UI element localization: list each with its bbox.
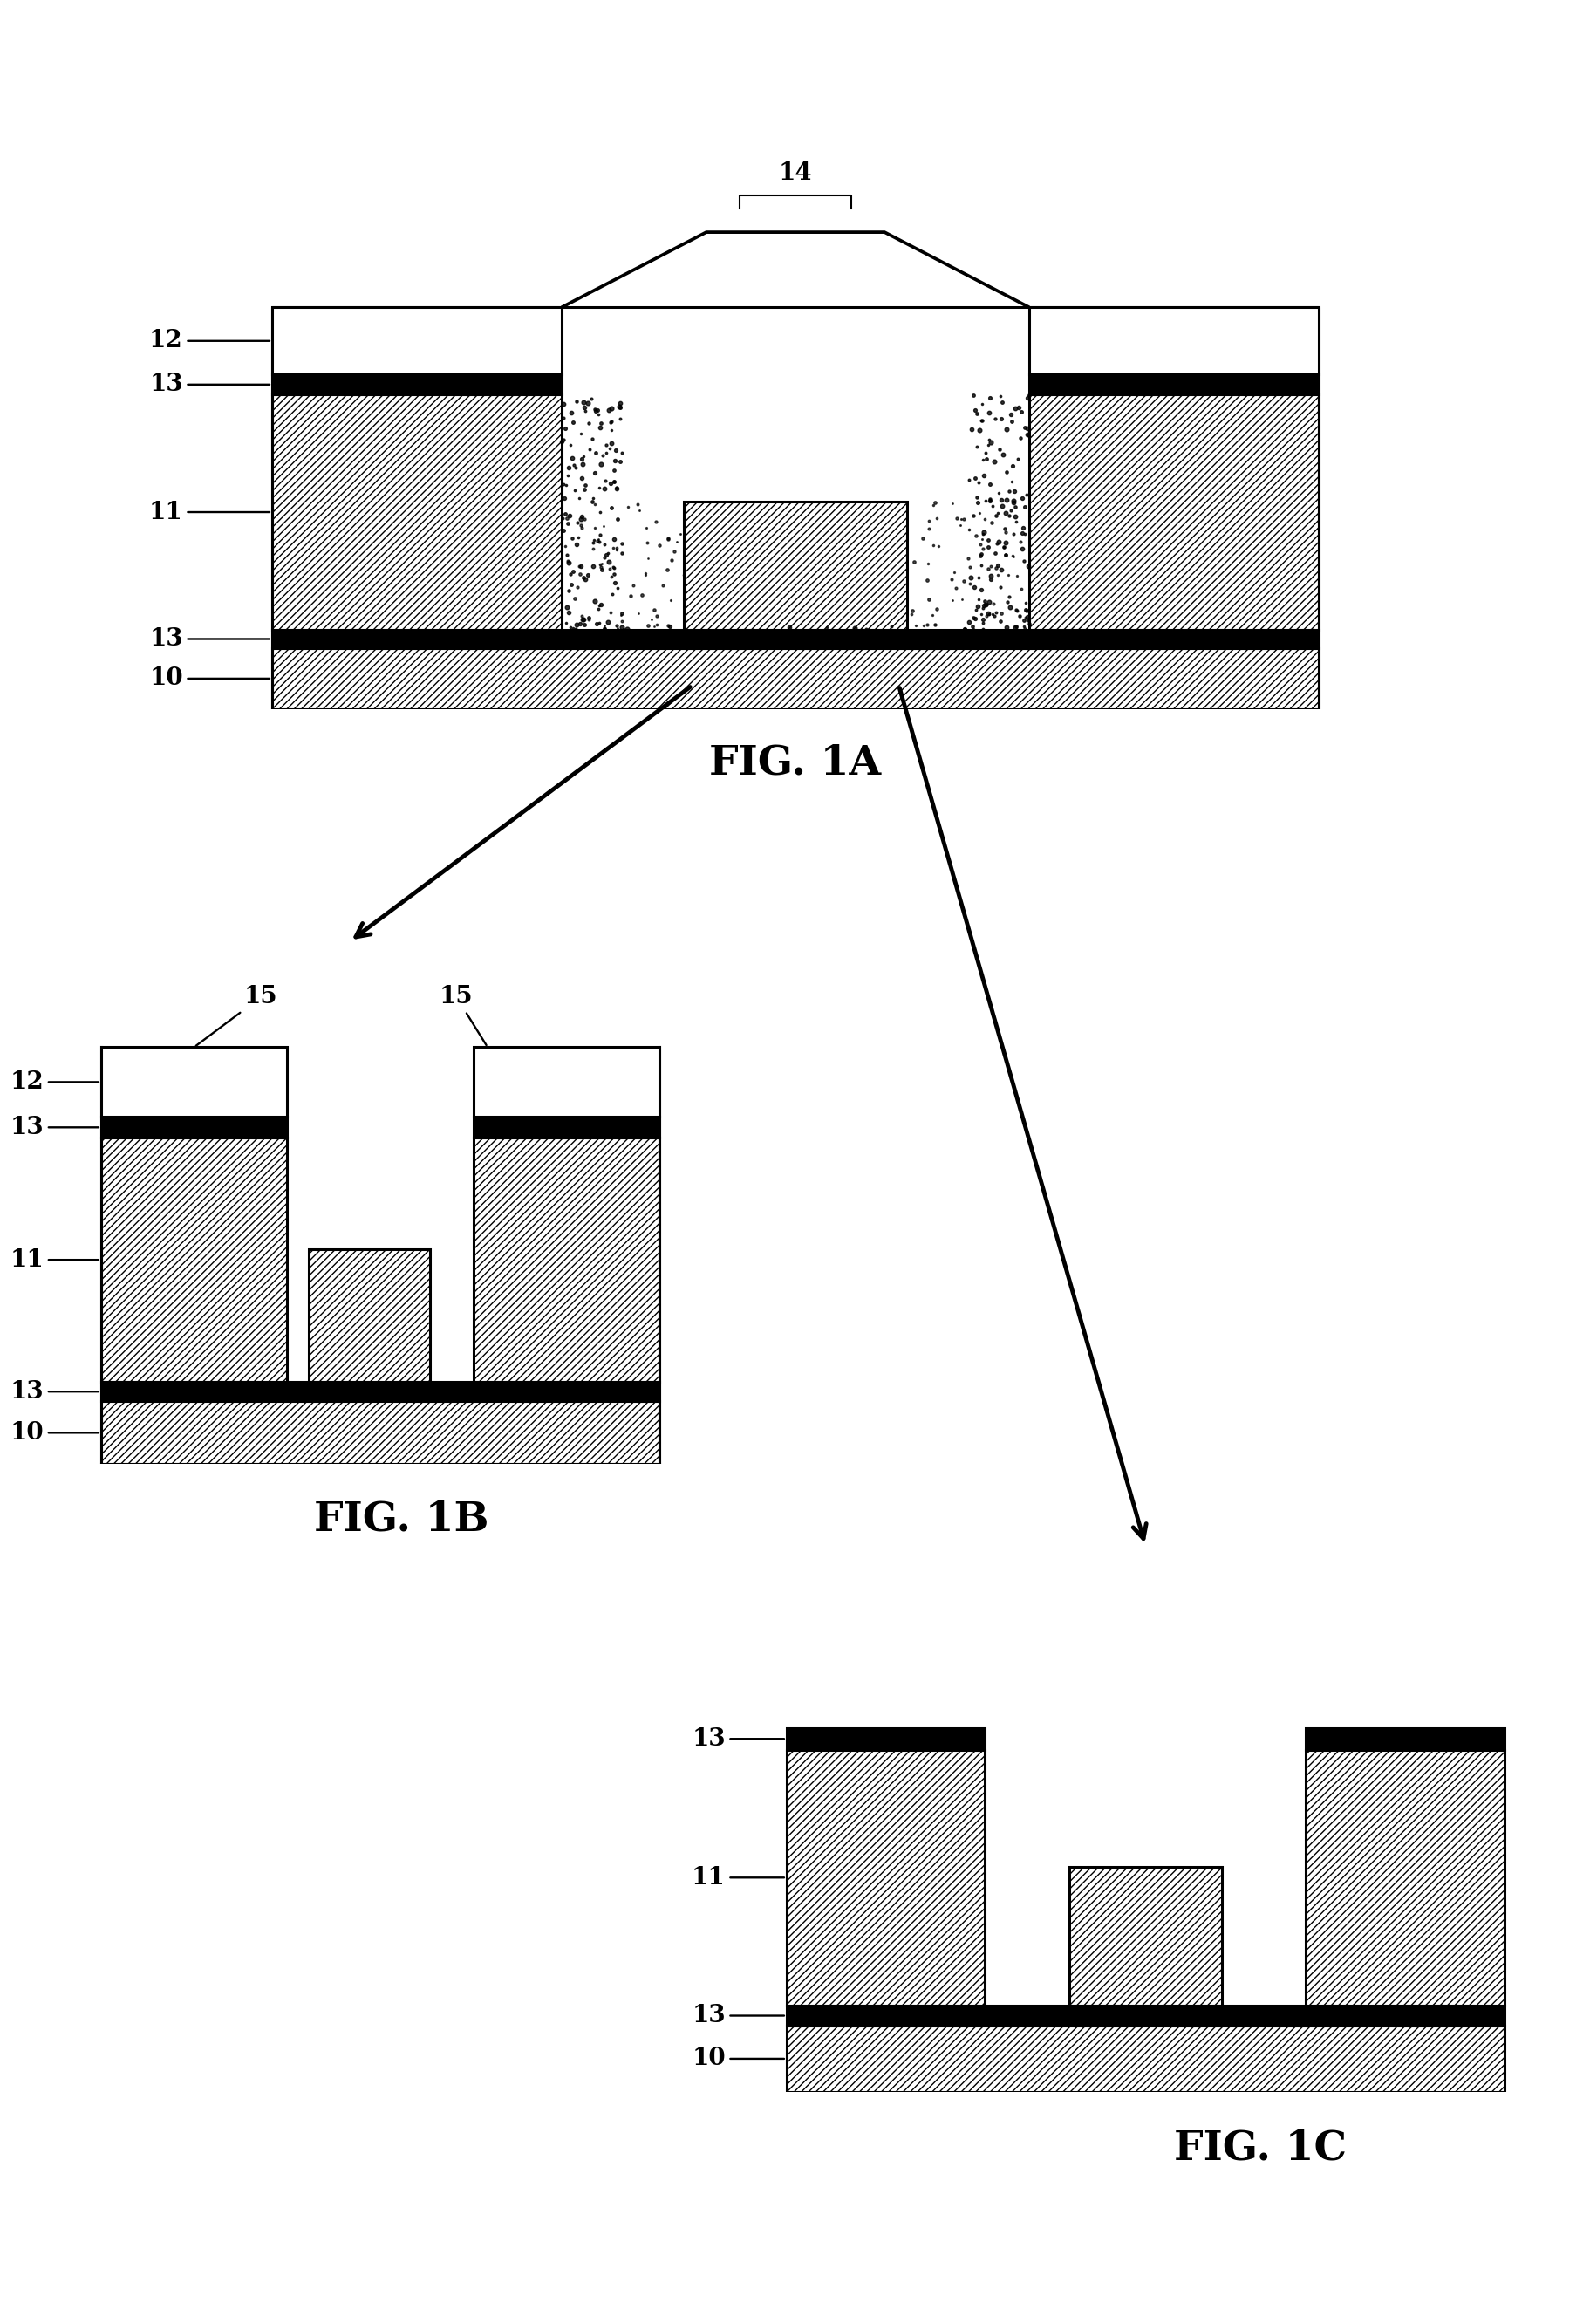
Bar	[102, 1118, 288, 1139]
Text: 13: 13	[692, 1727, 784, 1750]
Bar	[272, 374, 561, 395]
Text: 10: 10	[10, 1420, 99, 1446]
Bar	[102, 1401, 658, 1464]
Bar	[272, 307, 561, 374]
Text: 15: 15	[439, 985, 487, 1046]
Bar	[1305, 1727, 1504, 1750]
Text: 13: 13	[149, 372, 269, 397]
Bar	[1029, 374, 1318, 395]
Text: 13: 13	[149, 627, 269, 651]
Bar	[1305, 1750, 1504, 2006]
Text: FIG. 1A: FIG. 1A	[709, 741, 881, 783]
Text: 12: 12	[10, 1071, 99, 1095]
Text: FIG. 1C: FIG. 1C	[1173, 2129, 1345, 2168]
Bar	[785, 2027, 1504, 2092]
Text: 10: 10	[692, 2047, 784, 2071]
Bar	[102, 1048, 288, 1118]
Bar	[785, 1750, 984, 2006]
Bar	[474, 1048, 660, 1118]
Bar	[1029, 307, 1318, 374]
Text: 13: 13	[10, 1116, 99, 1139]
Bar	[1068, 1866, 1221, 2006]
Bar	[474, 1139, 660, 1383]
Text: 12: 12	[149, 330, 269, 353]
Bar	[785, 1727, 984, 1750]
Bar	[102, 1139, 288, 1383]
Text: FIG. 1B: FIG. 1B	[315, 1499, 488, 1538]
Bar	[474, 1118, 660, 1139]
Bar	[1029, 395, 1318, 630]
Bar	[102, 1383, 658, 1401]
Text: 11: 11	[692, 1866, 784, 1889]
Bar	[272, 648, 1318, 709]
Text: 10: 10	[149, 667, 269, 690]
Text: 13: 13	[692, 2003, 784, 2027]
Text: 14: 14	[778, 163, 812, 186]
Bar	[684, 502, 906, 630]
Bar	[785, 2006, 1504, 2027]
Text: 11: 11	[10, 1248, 99, 1271]
Text: 13: 13	[10, 1380, 99, 1404]
Bar	[308, 1250, 429, 1383]
Text: 11: 11	[149, 500, 269, 523]
Text: 15: 15	[196, 985, 278, 1046]
Bar	[272, 630, 1318, 648]
Bar	[272, 395, 561, 630]
